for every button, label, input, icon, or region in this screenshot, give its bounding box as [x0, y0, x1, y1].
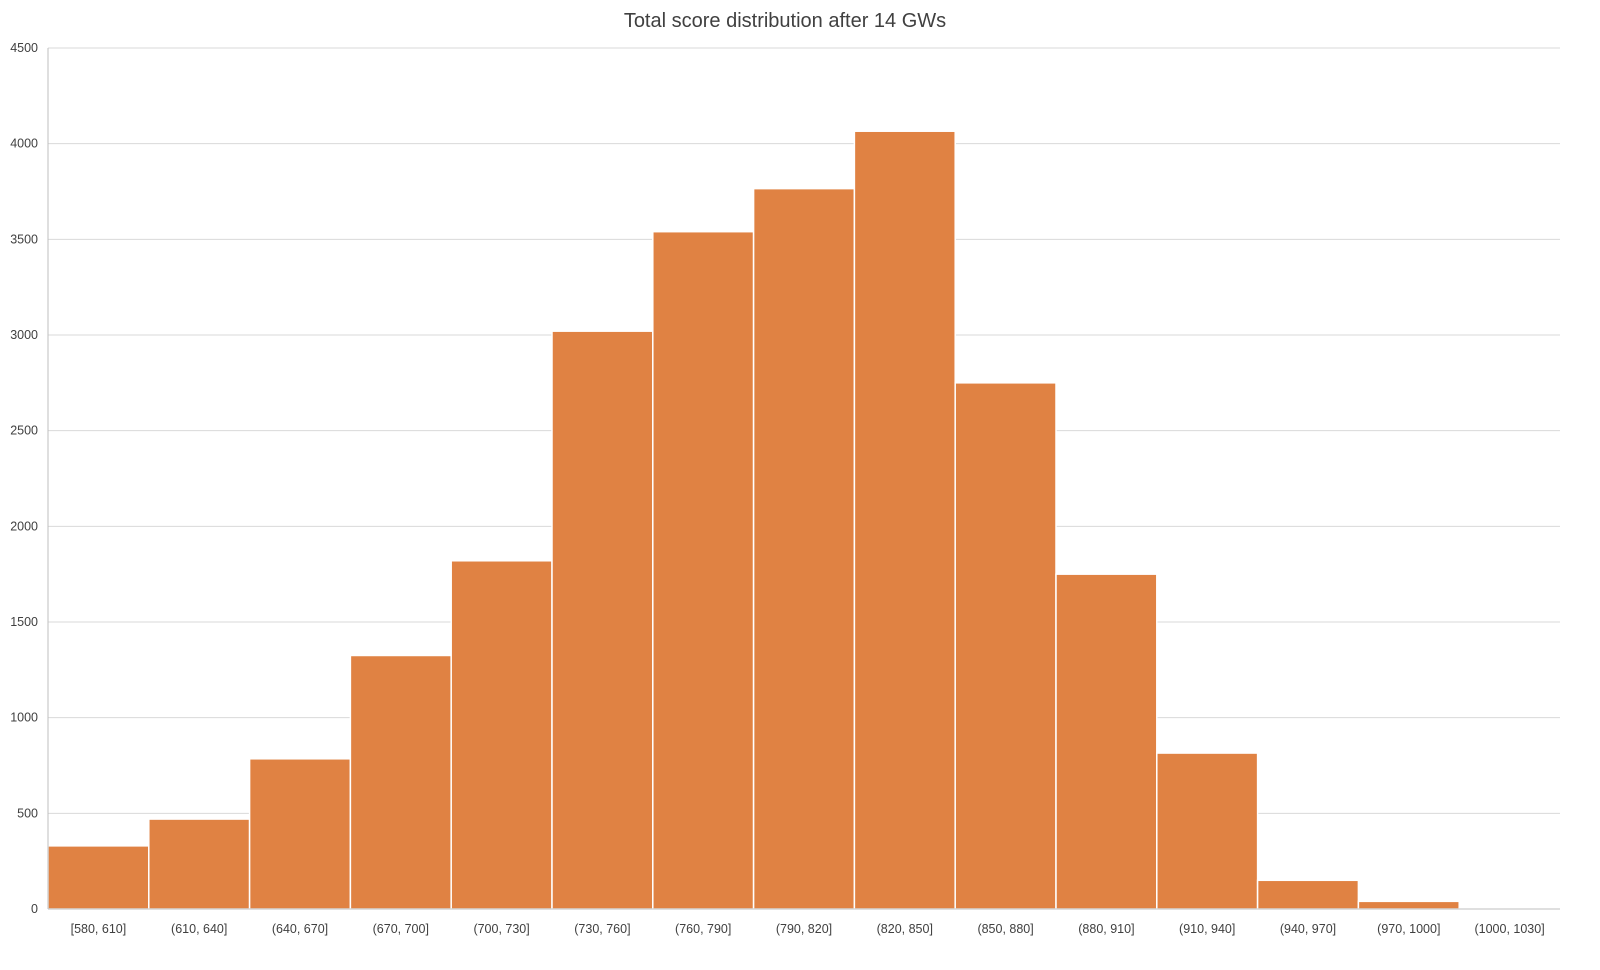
axes	[47, 48, 1560, 910]
y-tick-label: 2500	[10, 424, 38, 438]
histogram-bar	[551, 330, 654, 910]
x-tick-label: (670, 700]	[373, 922, 429, 936]
histogram-bar	[1256, 879, 1360, 910]
x-tick-label: (910, 940]	[1179, 922, 1235, 936]
histogram-bar	[349, 654, 452, 910]
y-tick-label: 4000	[10, 137, 38, 151]
y-tick-label: 3500	[10, 232, 38, 246]
x-tick-label: (640, 670]	[272, 922, 328, 936]
histogram-bar	[752, 187, 856, 910]
x-tick-label: [580, 610]	[71, 922, 127, 936]
histogram-bar	[1156, 752, 1259, 910]
y-tick-label: 0	[31, 902, 38, 916]
x-tick-label: (610, 640]	[171, 922, 227, 936]
y-tick-label: 4500	[10, 41, 38, 55]
histogram-bar	[954, 382, 1057, 910]
x-tick-labels: [580, 610] (610, 640] (640, 670] (670, 700]…	[71, 922, 1545, 936]
x-tick-label: (850, 880]	[977, 922, 1033, 936]
x-tick-label: (970, 1000]	[1377, 922, 1440, 936]
y-tick-label: 3000	[10, 328, 38, 342]
histogram-bar	[47, 845, 150, 910]
y-tick-labels: 0 500 1000 1500 2000 2500 3000 3500 4000 4500	[10, 41, 38, 916]
x-tick-label: (1000, 1030]	[1474, 922, 1544, 936]
x-tick-label: (820, 850]	[877, 922, 933, 936]
histogram-bar	[853, 130, 956, 910]
histogram-bar	[652, 230, 755, 910]
histogram-bar	[248, 758, 352, 910]
histogram-bar	[1055, 573, 1158, 910]
histogram-bar	[148, 818, 251, 910]
y-tick-label: 1500	[10, 615, 38, 629]
bars	[47, 130, 1561, 910]
histogram-bar	[1357, 900, 1460, 910]
histogram-bar	[450, 560, 553, 910]
x-tick-label: (880, 910]	[1078, 922, 1134, 936]
y-tick-label: 500	[17, 806, 38, 820]
x-tick-label: (700, 730]	[473, 922, 529, 936]
chart-title: Total score distribution after 14 GWs	[624, 10, 946, 32]
y-tick-label: 1000	[10, 711, 38, 725]
x-tick-label: (760, 790]	[675, 922, 731, 936]
y-tick-label: 2000	[10, 519, 38, 533]
x-tick-label: (730, 760]	[574, 922, 630, 936]
x-tick-label: (790, 820]	[776, 922, 832, 936]
x-tick-label: (940, 970]	[1280, 922, 1336, 936]
